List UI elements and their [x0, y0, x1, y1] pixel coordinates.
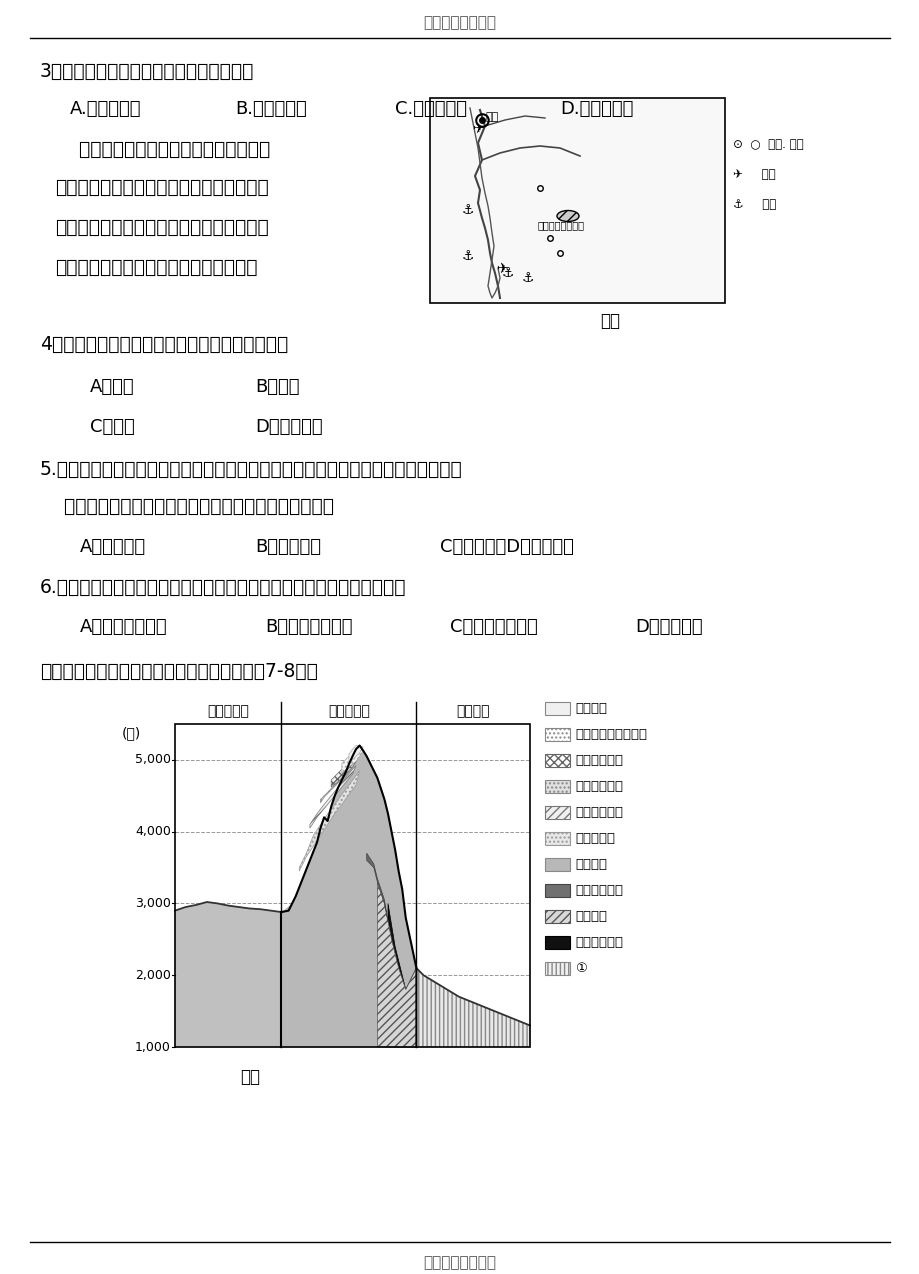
Text: ．．．．．．．．: ．．．．．．．．	[423, 1255, 496, 1270]
Text: ⚓: ⚓	[461, 203, 473, 217]
Text: 5,000: 5,000	[135, 753, 171, 767]
Text: ⚓: ⚓	[461, 248, 473, 262]
Text: 高山垫伏植被: 高山垫伏植被	[574, 754, 622, 767]
Polygon shape	[281, 745, 416, 1047]
Text: 工业园区地理位置。据此回答４～６题。: 工业园区地理位置。据此回答４～６题。	[55, 259, 257, 276]
Text: A.夏季和秋季: A.夏季和秋季	[70, 99, 142, 118]
Text: 泰中罗勇工业园区: 泰中罗勇工业园区	[538, 220, 584, 231]
Text: C．棉纺织业D．轮胎产业: C．棉纺织业D．轮胎产业	[439, 538, 573, 555]
Text: D．工业基础: D．工业基础	[255, 418, 323, 436]
Bar	[175, 724, 529, 1047]
Text: ⚓: ⚓	[521, 271, 534, 285]
Text: 产业集群中心与制造出口基地。图２示意该: 产业集群中心与制造出口基地。图２示意该	[55, 218, 268, 237]
Text: ．．．．．．．．: ．．．．．．．．	[423, 15, 496, 31]
Text: C.春季和夏季: C.春季和夏季	[394, 99, 467, 118]
Text: (米): (米)	[122, 726, 142, 740]
Text: C．避免过度竞争: C．避免过度竞争	[449, 618, 538, 636]
Ellipse shape	[556, 210, 578, 222]
Text: A．减少劳动成本: A．减少劳动成本	[80, 618, 167, 636]
Text: 我国某企业在泰国建设的泰中罗勇工业: 我国某企业在泰国建设的泰中罗勇工业	[55, 140, 270, 159]
Text: 1,000: 1,000	[135, 1041, 171, 1054]
Bar	[544, 754, 570, 767]
Text: B．钢铁行业: B．钢铁行业	[255, 538, 321, 555]
Polygon shape	[320, 762, 356, 803]
Bar	[544, 884, 570, 897]
Text: ①: ①	[574, 962, 586, 975]
Text: A．交通: A．交通	[90, 378, 134, 396]
Bar	[544, 702, 570, 715]
Text: C．环境: C．环境	[90, 418, 134, 436]
Polygon shape	[367, 854, 388, 921]
Text: 3．该国灌溉农田需水量相对较大的时期在: 3．该国灌溉农田需水量相对较大的时期在	[40, 62, 254, 82]
Text: 河西走廊: 河西走廊	[456, 705, 490, 719]
Polygon shape	[348, 745, 363, 762]
Bar	[544, 857, 570, 871]
Polygon shape	[175, 902, 281, 1047]
Text: A．毛纺织业: A．毛纺织业	[80, 538, 146, 555]
Polygon shape	[299, 771, 359, 871]
Polygon shape	[331, 754, 359, 787]
Text: B．技术: B．技术	[255, 378, 300, 396]
Text: 6.园区对引进的企业进行考察，以期形成上下游协同的产业链，其目的是: 6.园区对引进的企业进行考察，以期形成上下游协同的产业链，其目的是	[40, 578, 406, 598]
Text: 山地荒漠草原: 山地荒漠草原	[574, 936, 622, 949]
Text: 寒温性针叶林: 寒温性针叶林	[574, 884, 622, 897]
Text: 图２: 图２	[599, 312, 619, 330]
Text: B.冬季和春季: B.冬季和春季	[234, 99, 306, 118]
Bar	[544, 910, 570, 922]
Text: 4,000: 4,000	[135, 826, 171, 838]
Text: D.秋季和冬季: D.秋季和冬季	[560, 99, 632, 118]
Text: 金露梅灌丛: 金露梅灌丛	[574, 832, 614, 845]
Text: 曼谷: 曼谷	[485, 112, 499, 122]
Text: D．避免污染: D．避免污染	[634, 618, 702, 636]
Text: 料为主的独特行业。以下行业属于泰国的独特行业的是: 料为主的独特行业。以下行业属于泰国的独特行业的是	[40, 497, 334, 516]
Text: 3,000: 3,000	[135, 897, 171, 910]
Polygon shape	[388, 903, 416, 1047]
Text: 高寒杜鹃灌丛: 高寒杜鹃灌丛	[574, 806, 622, 819]
Text: 高山亚冰雪稀疏植被: 高山亚冰雪稀疏植被	[574, 727, 646, 741]
Bar	[175, 724, 529, 1047]
Polygon shape	[342, 748, 363, 773]
Text: 高寒草原: 高寒草原	[574, 857, 607, 871]
Text: ⚓     港口: ⚓ 港口	[732, 197, 776, 211]
Text: ✈: ✈	[495, 261, 507, 275]
Text: 高山蒿草草甸: 高山蒿草草甸	[574, 780, 622, 792]
Text: 图３: 图３	[240, 1068, 260, 1085]
Text: 4．影响泰中罗勇工业园区选址的主要区位因素是: 4．影响泰中罗勇工业园区选址的主要区位因素是	[40, 335, 288, 354]
Polygon shape	[377, 882, 416, 1047]
Text: ⚓: ⚓	[501, 266, 514, 280]
Text: 图３为东祁连山地植被垂直分布图。据此回答7-8题。: 图３为东祁连山地植被垂直分布图。据此回答7-8题。	[40, 662, 318, 682]
Bar	[544, 727, 570, 741]
Text: 高山冰雪: 高山冰雪	[574, 702, 607, 715]
Polygon shape	[310, 766, 356, 828]
Polygon shape	[281, 775, 369, 921]
Text: ✈: ✈	[471, 121, 483, 135]
Bar	[544, 936, 570, 949]
Text: 5.工业园建设初具规模之后，园区着力引导中国国内企业来投资以泰国当地丰富的原: 5.工业园建设初具规模之后，园区着力引导中国国内企业来投资以泰国当地丰富的原	[40, 460, 462, 479]
Text: 柴达木盆地: 柴达木盆地	[207, 705, 249, 719]
Bar	[429, 98, 724, 303]
Text: 园区，已经成为中国传统优势产业在泰国的: 园区，已经成为中国传统优势产业在泰国的	[55, 178, 268, 197]
Text: 2,000: 2,000	[135, 968, 171, 982]
Bar	[544, 806, 570, 819]
Text: ⊙  ○  首都. 城市: ⊙ ○ 首都. 城市	[732, 138, 803, 152]
Bar	[544, 780, 570, 792]
Bar	[544, 832, 570, 845]
Polygon shape	[416, 968, 529, 1047]
Bar	[544, 962, 570, 975]
Text: B．扩大市场范围: B．扩大市场范围	[265, 618, 352, 636]
Text: 东祁连山地: 东祁连山地	[328, 705, 369, 719]
Text: 山地草原: 山地草原	[574, 910, 607, 922]
Text: ✈     机场: ✈ 机场	[732, 168, 775, 181]
